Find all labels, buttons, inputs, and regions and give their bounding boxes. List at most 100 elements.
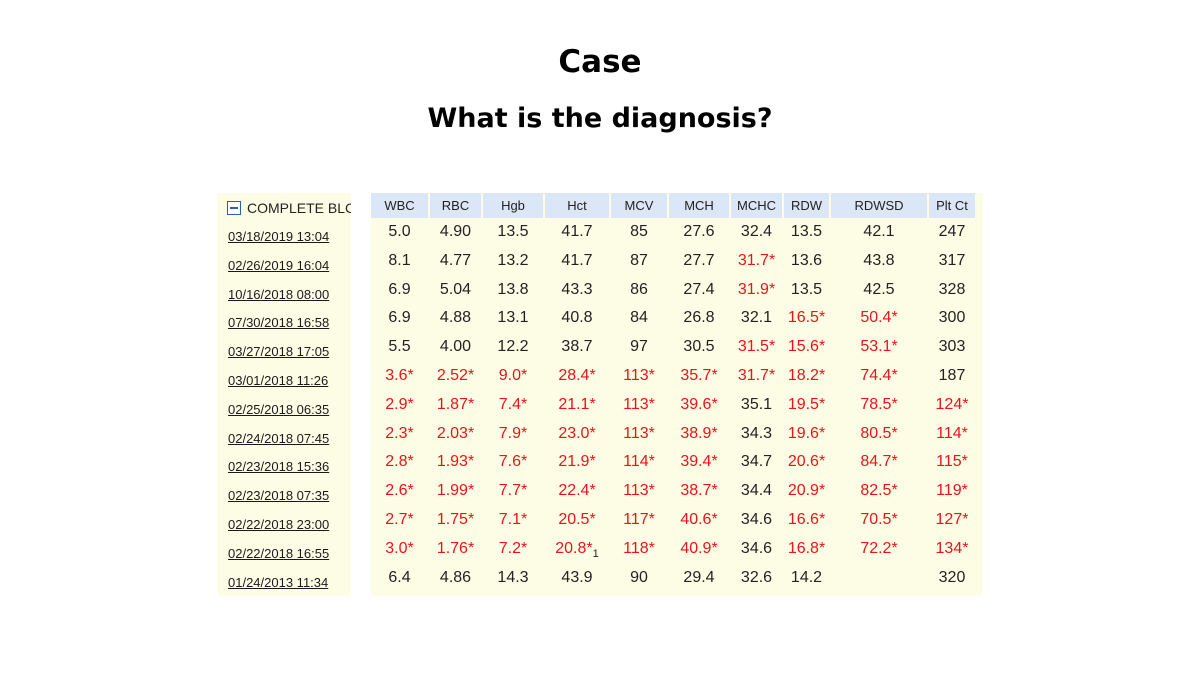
- date-link[interactable]: 03/01/2018 11:26: [228, 372, 329, 388]
- result-value: 41.7: [561, 223, 593, 240]
- result-value: 42.5: [863, 280, 895, 298]
- date-link[interactable]: 02/23/2018 07:35: [228, 488, 330, 504]
- column-header[interactable]: RDW: [784, 193, 829, 218]
- result-cell: 7.2*: [483, 535, 543, 564]
- result-value: 19.5*: [787, 395, 826, 413]
- result-cell: 90: [611, 564, 667, 593]
- result-cell: 9.0*: [483, 362, 543, 391]
- table-row: 2.6* 1.99* 7.7* 22.4* 113* 38.7* 34.4 20.9* 82.5…: [371, 477, 983, 506]
- result-cell: 118*: [611, 535, 667, 564]
- date-link[interactable]: 02/22/2018 16:55: [228, 545, 330, 561]
- date-link[interactable]: 03/18/2019 13:04: [228, 229, 330, 244]
- column-header[interactable]: Plt Ct: [929, 193, 975, 218]
- date-link[interactable]: 01/24/2013 11:34: [228, 574, 329, 590]
- result-value: 34.6: [740, 539, 773, 557]
- column-header[interactable]: Hgb: [483, 193, 543, 218]
- result-cell: 6.9: [371, 276, 428, 305]
- result-value: 22.4*: [558, 482, 596, 500]
- result-cell: 50.4*: [831, 304, 927, 333]
- result-cell: 113*: [611, 391, 667, 420]
- result-value: 70.5*: [860, 510, 898, 528]
- result-cell: 4.00: [430, 333, 481, 362]
- result-cell: 2.6*: [371, 477, 428, 506]
- column-header[interactable]: RDWSD: [831, 193, 927, 218]
- date-link[interactable]: 10/16/2018 08:00: [228, 286, 330, 302]
- collapse-icon[interactable]: [227, 201, 241, 215]
- result-value: 34.7: [740, 453, 773, 471]
- result-cell: 187: [929, 362, 975, 391]
- result-value: 303: [938, 338, 966, 356]
- result-value: 19.6*: [787, 424, 826, 442]
- result-value: 113*: [623, 482, 655, 500]
- result-cell: 113*: [611, 362, 667, 391]
- result-value: 84: [630, 309, 648, 327]
- column-header[interactable]: RBC: [430, 193, 481, 218]
- table-row: 6.9 5.04 13.8 43.3 86 27.4 31.9* 13.5 42.5 328: [371, 276, 983, 305]
- result-cell: 84: [611, 304, 667, 333]
- result-value: 7.4*: [498, 395, 528, 413]
- date-link[interactable]: 02/24/2018 07:45: [228, 430, 330, 446]
- result-cell: 34.7: [731, 448, 782, 477]
- result-cell: 31.9*: [731, 276, 782, 305]
- column-header[interactable]: MCHC: [731, 193, 782, 218]
- column-header[interactable]: MCV: [611, 193, 667, 218]
- date-link[interactable]: 02/25/2018 06:35: [228, 401, 330, 417]
- result-cell: 1.99*: [430, 477, 481, 506]
- footnote-marker[interactable]: 1: [592, 547, 599, 560]
- column-header[interactable]: MCH: [669, 193, 729, 218]
- result-value: 31.7*: [737, 366, 776, 384]
- result-cell: 42.1: [831, 218, 927, 247]
- result-value: 13.5: [497, 223, 529, 240]
- result-cell: 38.7*: [669, 477, 729, 506]
- result-cell: 32.4: [731, 218, 782, 247]
- result-value: 1.87*: [436, 395, 475, 413]
- date-link[interactable]: 03/27/2018 17:05: [228, 344, 330, 360]
- result-value: 13.2: [497, 251, 529, 269]
- result-value: 12.2: [497, 338, 529, 356]
- result-cell: 86: [611, 276, 667, 305]
- result-cell: 82.5*: [831, 477, 927, 506]
- result-cell: 300: [929, 304, 975, 333]
- result-cell: 1.75*: [430, 506, 481, 535]
- result-value: 78.5*: [860, 395, 898, 413]
- table-row: 2.7* 1.75* 7.1* 20.5* 117* 40.6* 34.6 16.6* 70.5…: [371, 506, 983, 535]
- result-value: 27.7: [683, 251, 715, 269]
- result-value: 43.9: [561, 568, 593, 586]
- date-list: 03/18/2019 13:04 02/26/2019 16:04 10/16/20…: [217, 223, 351, 597]
- result-cell: 5.04: [430, 276, 481, 305]
- date-link[interactable]: 02/26/2019 16:04: [228, 257, 330, 273]
- date-panel: COMPLETE BLC 03/18/2019 13:04 02/26/2019 …: [217, 193, 351, 596]
- panel-header[interactable]: COMPLETE BLC: [217, 193, 351, 223]
- result-value: 21.9*: [558, 453, 596, 471]
- result-value: 7.7*: [498, 482, 528, 500]
- result-cell: 15.6*: [784, 333, 829, 362]
- result-value: 6.9: [388, 280, 411, 298]
- table-row: 2.9* 1.87* 7.4* 21.1* 113* 39.6* 35.1 19.5* 78.5…: [371, 391, 983, 420]
- result-cell: 317: [929, 247, 975, 276]
- result-value: 29.4: [683, 568, 715, 586]
- result-value: 13.1: [497, 309, 529, 327]
- result-cell: 32.6: [731, 564, 782, 593]
- date-link[interactable]: 02/22/2018 23:00: [228, 516, 330, 532]
- result-cell: 7.9*: [483, 420, 543, 449]
- column-header[interactable]: Hct: [545, 193, 609, 218]
- result-value: 35.1: [740, 395, 773, 413]
- result-value: 115*: [936, 453, 968, 471]
- result-value: 114*: [936, 424, 968, 442]
- result-value: 30.5: [683, 338, 715, 356]
- result-value: 320: [938, 568, 966, 586]
- result-cell: 85: [611, 218, 667, 247]
- result-value: 6.9: [388, 309, 411, 327]
- result-value: 4.88: [439, 309, 472, 327]
- result-cell: 35.7*: [669, 362, 729, 391]
- date-link[interactable]: 07/30/2018 16:58: [228, 315, 330, 331]
- column-header[interactable]: WBC: [371, 193, 428, 218]
- result-value: 113*: [623, 395, 655, 413]
- result-cell: 41.7: [545, 218, 609, 247]
- result-value: 20.8*: [555, 539, 593, 557]
- result-cell: 40.8: [545, 304, 609, 333]
- result-value: 20.5*: [558, 510, 596, 528]
- result-value: 87: [630, 251, 648, 269]
- result-cell: 16.8*: [784, 535, 829, 564]
- date-link[interactable]: 02/23/2018 15:36: [228, 459, 330, 475]
